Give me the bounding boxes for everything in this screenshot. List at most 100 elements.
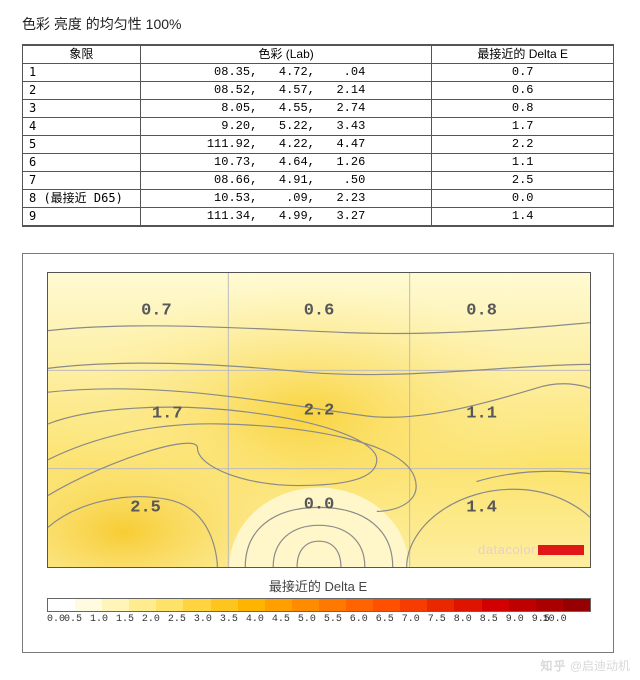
tick-label: 0.0 [47, 614, 65, 625]
region-label: 1.4 [466, 499, 497, 518]
color-scale-bar [47, 598, 591, 612]
color-swatch [536, 599, 563, 611]
color-swatch [48, 599, 75, 611]
cell-lab: 08.35, 4.72, .04 [140, 64, 432, 82]
tick-label: 3.5 [220, 614, 238, 625]
zhihu-author: @启迪动机 [570, 659, 630, 673]
region-label: 0.7 [141, 302, 172, 321]
tick-label: 8.5 [480, 614, 498, 625]
watermark-bar [538, 545, 584, 555]
cell-deltae: 0.6 [432, 82, 614, 100]
tick-label: 3.0 [194, 614, 212, 625]
cell-quadrant: 8 (最接近 D65) [23, 190, 141, 208]
cell-quadrant: 3 [23, 100, 141, 118]
color-swatch [292, 599, 319, 611]
color-swatch [319, 599, 346, 611]
tick-label: 5.5 [324, 614, 342, 625]
region-label: 1.7 [152, 405, 183, 424]
cell-lab: 08.66, 4.91, .50 [140, 172, 432, 190]
cell-quadrant: 7 [23, 172, 141, 190]
color-scale-ticks: 0.00.5 1.0 1.5 2.0 2.5 3.0 3.5 4.0 4.5 5.0 5.5 6.0 6… [47, 614, 591, 625]
region-label: 0.8 [466, 302, 497, 321]
cell-lab: 8.05, 4.55, 2.74 [140, 100, 432, 118]
cell-deltae: 1.7 [432, 118, 614, 136]
table-row: 6 10.73, 4.64, 1.261.1 [23, 154, 614, 172]
table-row: 4 9.20, 5.22, 3.431.7 [23, 118, 614, 136]
table-row: 7 08.66, 4.91, .502.5 [23, 172, 614, 190]
tick-label: 4.5 [272, 614, 290, 625]
region-label: 2.2 [304, 402, 335, 421]
table-row: 1 08.35, 4.72, .040.7 [23, 64, 614, 82]
uniformity-table: 象限 色彩 (Lab) 最接近的 Delta E 1 08.35, 4.72, … [22, 44, 614, 227]
tick-label: 6.5 [376, 614, 394, 625]
cell-lab: 111.92, 4.22, 4.47 [140, 136, 432, 154]
table-row: 5111.92, 4.22, 4.472.2 [23, 136, 614, 154]
tick-label: 0.5 [64, 614, 82, 625]
color-swatch [75, 599, 102, 611]
color-swatch [509, 599, 536, 611]
color-swatch [156, 599, 183, 611]
tick-label: 8.0 [454, 614, 472, 625]
tick-label: 2.0 [142, 614, 160, 625]
cell-deltae: 2.5 [432, 172, 614, 190]
cell-quadrant: 4 [23, 118, 141, 136]
color-swatch [563, 599, 590, 611]
color-swatch [427, 599, 454, 611]
tick-label: 7.5 [428, 614, 446, 625]
contour-plot: 0.7 0.6 0.8 1.7 2.2 1.1 2.5 0.0 1.4 datacolor [47, 272, 591, 568]
cell-quadrant: 9 [23, 208, 141, 227]
col-quadrant: 象限 [23, 45, 141, 64]
tick-label: 9.0 [506, 614, 524, 625]
page-title: 色彩 亮度 的均匀性 100% [22, 14, 622, 34]
cell-deltae: 1.1 [432, 154, 614, 172]
cell-deltae: 0.8 [432, 100, 614, 118]
cell-deltae: 0.7 [432, 64, 614, 82]
cell-lab: 08.52, 4.57, 2.14 [140, 82, 432, 100]
cell-lab: 10.73, 4.64, 1.26 [140, 154, 432, 172]
cell-deltae: 2.2 [432, 136, 614, 154]
region-label: 1.1 [466, 405, 497, 424]
col-deltae: 最接近的 Delta E [432, 45, 614, 64]
color-swatch [102, 599, 129, 611]
datacolor-watermark: datacolor [478, 542, 584, 557]
color-swatch [346, 599, 373, 611]
cell-quadrant: 1 [23, 64, 141, 82]
color-swatch [238, 599, 265, 611]
color-swatch [482, 599, 509, 611]
cell-quadrant: 2 [23, 82, 141, 100]
color-swatch [454, 599, 481, 611]
watermark-text: datacolor [478, 542, 536, 557]
tick-label: 2.5 [168, 614, 186, 625]
color-swatch [373, 599, 400, 611]
tick-label: 6.0 [350, 614, 368, 625]
color-swatch [265, 599, 292, 611]
cell-quadrant: 5 [23, 136, 141, 154]
tick-label: 1.5 [116, 614, 134, 625]
cell-lab: 10.53, .09, 2.23 [140, 190, 432, 208]
legend-title: 最接近的 Delta E [23, 576, 613, 595]
color-swatch [129, 599, 156, 611]
cell-deltae: 1.4 [432, 208, 614, 227]
table-row: 2 08.52, 4.57, 2.140.6 [23, 82, 614, 100]
cell-deltae: 0.0 [432, 190, 614, 208]
zhihu-watermark: 知乎 @启迪动机 [540, 657, 630, 674]
cell-quadrant: 6 [23, 154, 141, 172]
tick-label: 10.0 [543, 614, 567, 625]
zhihu-logo: 知乎 [540, 659, 566, 673]
color-swatch [183, 599, 210, 611]
table-row: 3 8.05, 4.55, 2.740.8 [23, 100, 614, 118]
region-label: 0.0 [304, 496, 335, 515]
region-label: 2.5 [130, 499, 161, 518]
deltae-chart-panel: 0.7 0.6 0.8 1.7 2.2 1.1 2.5 0.0 1.4 datacolor 最接… [22, 253, 614, 653]
table-row: 8 (最接近 D65) 10.53, .09, 2.230.0 [23, 190, 614, 208]
tick-label: 4.0 [246, 614, 264, 625]
color-swatch [400, 599, 427, 611]
tick-label: 1.0 [90, 614, 108, 625]
table-header-row: 象限 色彩 (Lab) 最接近的 Delta E [23, 45, 614, 64]
tick-label: 7.0 [402, 614, 420, 625]
cell-lab: 9.20, 5.22, 3.43 [140, 118, 432, 136]
color-swatch [211, 599, 238, 611]
region-label: 0.6 [304, 302, 335, 321]
col-lab: 色彩 (Lab) [140, 45, 432, 64]
tick-label: 5.0 [298, 614, 316, 625]
